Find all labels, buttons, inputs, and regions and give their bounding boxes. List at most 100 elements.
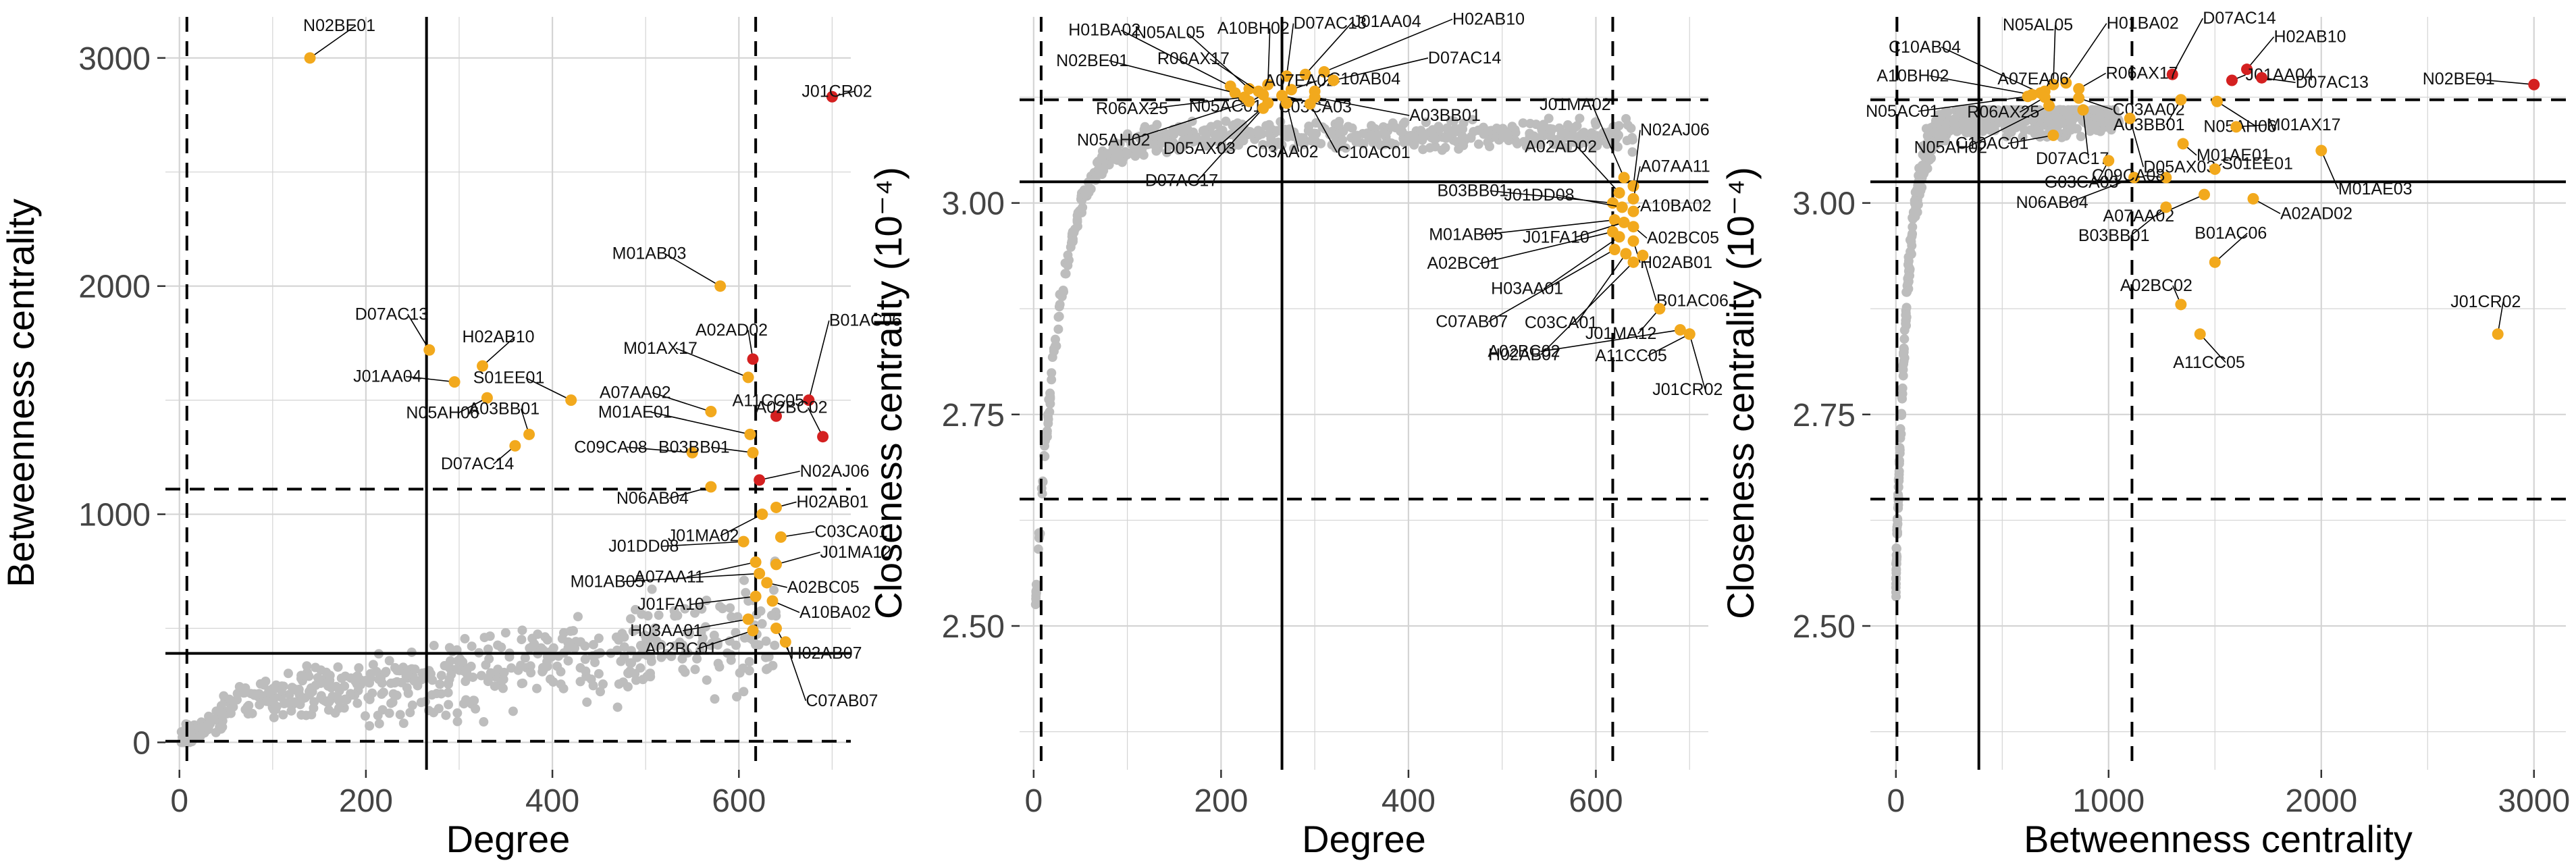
- point-label: N06AB04: [616, 489, 689, 508]
- grey-point: [2035, 132, 2045, 142]
- data-point-a07aa11: [1627, 192, 1639, 205]
- point-label: J01MA12: [820, 543, 892, 562]
- point-label: A02BC02: [1488, 342, 1560, 361]
- data-point-b01ac06: [1637, 249, 1649, 261]
- point-label: B01AC06: [2194, 224, 2267, 242]
- grey-point: [1352, 130, 1363, 140]
- leader-line: [675, 348, 749, 378]
- grey-point: [452, 716, 463, 727]
- grey-point: [1306, 136, 1316, 146]
- grey-point: [496, 642, 506, 652]
- point-label: N02AJ06: [800, 462, 870, 481]
- point-label: C03AA02: [1246, 142, 1319, 161]
- y-tick-label: 2.50: [1793, 609, 1856, 645]
- grey-point: [1446, 126, 1456, 136]
- point-label: A10BA02: [1640, 196, 1712, 215]
- grey-point: [1622, 136, 1632, 146]
- point-label: N06AB04: [2016, 193, 2088, 212]
- grey-point: [1627, 147, 1637, 157]
- point-label: H03AA01: [1491, 280, 1563, 298]
- grey-point: [628, 626, 638, 636]
- point-label: C09CA08: [574, 438, 647, 456]
- grey-point: [1891, 587, 1901, 598]
- grey-point: [1221, 116, 1231, 126]
- y-tick-label: 3.00: [1793, 186, 1856, 222]
- grey-point: [588, 639, 598, 650]
- grey-point: [1211, 130, 1221, 140]
- point-label: H02AB01: [797, 492, 869, 511]
- data-point-n02be01: [1229, 87, 1241, 99]
- leader-line: [2172, 18, 2203, 75]
- grey-point: [259, 680, 269, 690]
- grey-point: [452, 708, 463, 718]
- grey-point: [626, 614, 636, 624]
- data-point-h03aa01: [742, 613, 754, 625]
- grey-point: [741, 587, 751, 598]
- point-label: J01CR02: [2450, 292, 2521, 311]
- point-label: D07AC14: [2203, 9, 2276, 28]
- leader-line: [1592, 104, 1625, 178]
- grey-point: [1483, 137, 1493, 147]
- data-point-j01aa04: [1299, 68, 1311, 80]
- grey-point: [542, 635, 552, 645]
- grey-point: [1061, 269, 1071, 279]
- grey-point: [360, 711, 370, 721]
- point-label: N02AJ06: [1640, 121, 1710, 140]
- grey-point: [1139, 124, 1149, 134]
- grey-point: [1258, 140, 1268, 150]
- grey-point: [1545, 124, 1555, 134]
- grey-point: [517, 635, 527, 645]
- grey-point: [580, 654, 590, 664]
- grey-point: [1901, 303, 1912, 313]
- grey-point: [462, 665, 472, 675]
- grey-point: [1891, 564, 1901, 574]
- grey-point: [1993, 117, 2003, 128]
- grey-point: [425, 668, 436, 679]
- point-label: N02BE01: [2423, 70, 2495, 88]
- leader-line: [720, 513, 763, 537]
- grey-point: [1092, 157, 1102, 167]
- grey-point: [296, 671, 307, 681]
- grey-point: [1053, 324, 1063, 334]
- grey-point: [311, 662, 321, 673]
- grey-point: [1467, 115, 1477, 125]
- leader-line: [1689, 334, 1706, 390]
- y-tick-label: 2.50: [942, 609, 1005, 645]
- grey-point: [1082, 187, 1093, 197]
- data-point-a02ad02: [2247, 192, 2259, 205]
- grey-point: [448, 647, 458, 657]
- point-label: D07AC13: [1294, 14, 1367, 33]
- grey-point: [324, 697, 334, 707]
- data-point-c10ac01: [2047, 129, 2059, 141]
- leader-line: [1575, 221, 1625, 238]
- grey-point: [1434, 122, 1444, 132]
- point-label: H02AB10: [1452, 9, 1525, 28]
- leader-line: [309, 25, 357, 59]
- x-tick-label: 200: [339, 783, 393, 819]
- grey-point: [761, 636, 771, 646]
- point-label: A02AD02: [695, 321, 768, 340]
- grey-point: [1440, 142, 1450, 153]
- point-label: H02AB10: [2274, 28, 2346, 47]
- grey-point: [323, 705, 334, 715]
- grey-point: [1899, 334, 1910, 344]
- x-tick-label: 200: [1194, 783, 1248, 819]
- grey-point: [1407, 132, 1417, 142]
- point-label: A07EA02: [1264, 72, 1336, 90]
- leader-line: [2082, 109, 2089, 159]
- grey-point: [744, 656, 754, 666]
- point-label: J01AA04: [1352, 12, 1421, 31]
- data-point-r06ax17: [2073, 82, 2085, 95]
- grey-point: [1968, 105, 1978, 115]
- grey-point: [645, 668, 655, 679]
- grey-point: [1454, 124, 1464, 134]
- data-point-c09ca08: [2160, 172, 2172, 184]
- grey-point: [354, 663, 364, 673]
- point-label: A02BC01: [1427, 254, 1499, 273]
- grey-point: [1430, 134, 1440, 144]
- grey-point: [493, 664, 503, 675]
- point-label: N05AC01: [1866, 102, 1939, 121]
- data-point-a02bc05: [1627, 221, 1639, 233]
- data-point-j01aa04: [2226, 74, 2238, 86]
- grey-point: [573, 612, 583, 622]
